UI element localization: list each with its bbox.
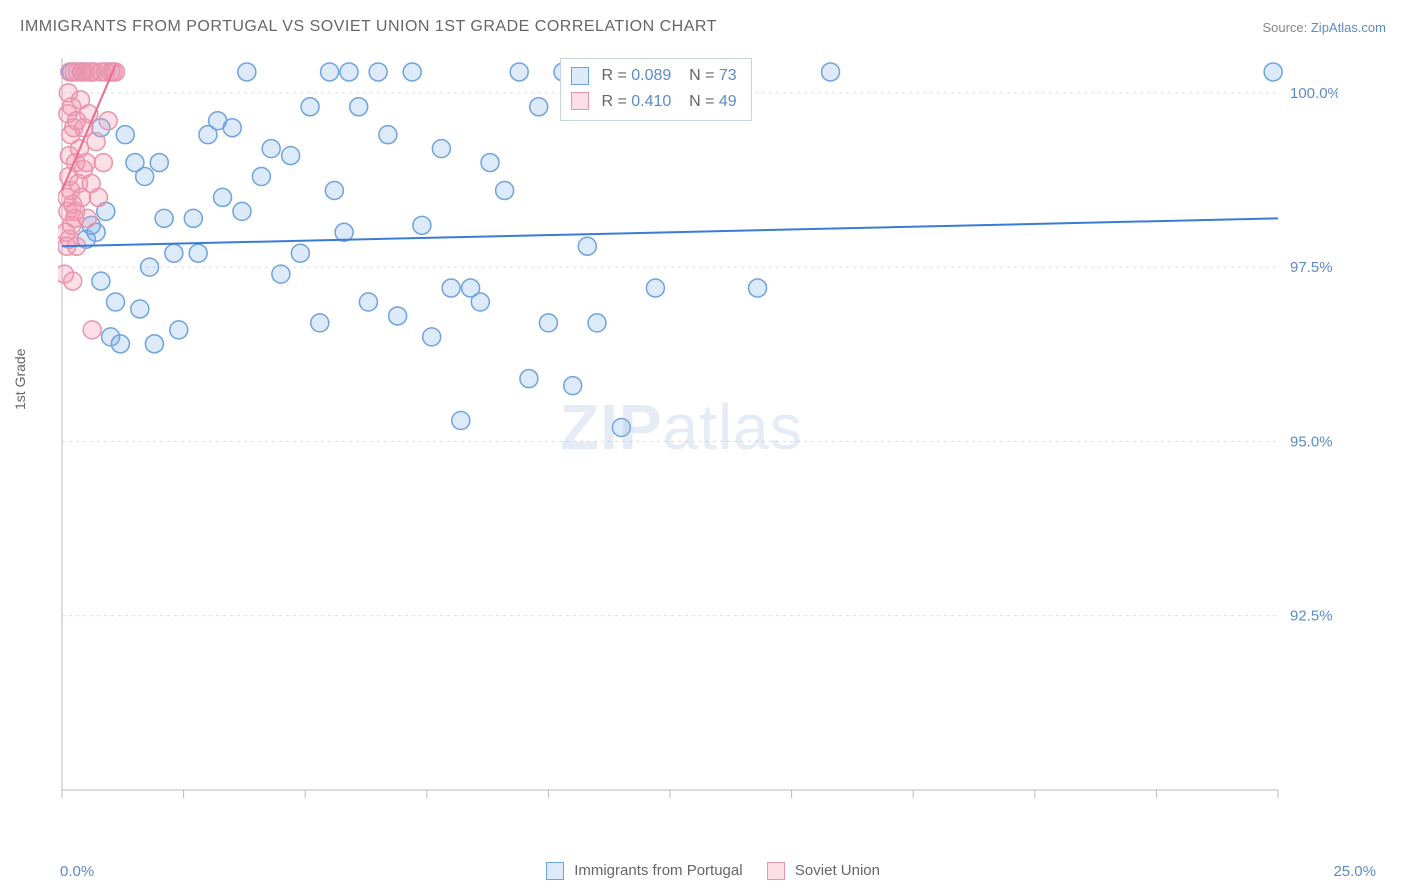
stat-row-2: R = 0.410 N = 49	[571, 89, 737, 115]
scatter-chart: 92.5% 95.0% 97.5% 100.0%	[58, 50, 1338, 830]
r-label: R =	[601, 67, 631, 84]
stat-row-1: R = 0.089 N = 73	[571, 63, 737, 89]
legend-label-2: Soviet Union	[795, 862, 880, 879]
y-axis-label: 1st Grade	[12, 349, 28, 410]
chart-area: 92.5% 95.0% 97.5% 100.0%	[58, 50, 1338, 830]
series1-r-value: 0.089	[631, 67, 671, 84]
legend-swatch-1	[546, 862, 564, 880]
correlation-stats-box: R = 0.089 N = 73 R = 0.410 N = 49	[560, 58, 752, 121]
legend-label-1: Immigrants from Portugal	[574, 862, 742, 879]
legend-swatch-2	[767, 862, 785, 880]
series2-swatch	[571, 92, 589, 110]
source-label: Source: ZipAtlas.com	[1262, 20, 1386, 35]
series1-n-value: 73	[719, 67, 737, 84]
legend: Immigrants from Portugal Soviet Union	[0, 862, 1406, 880]
svg-text:92.5%: 92.5%	[1290, 608, 1333, 625]
series1-swatch	[571, 67, 589, 85]
svg-text:100.0%: 100.0%	[1290, 85, 1338, 102]
series2-r-value: 0.410	[631, 93, 671, 110]
svg-text:95.0%: 95.0%	[1290, 433, 1333, 450]
series2-n-value: 49	[719, 93, 737, 110]
n-label: N =	[689, 67, 719, 84]
source-link[interactable]: ZipAtlas.com	[1311, 20, 1386, 35]
n-label: N =	[689, 93, 719, 110]
source-prefix: Source:	[1262, 20, 1310, 35]
svg-text:97.5%: 97.5%	[1290, 259, 1333, 276]
r-label: R =	[601, 93, 631, 110]
chart-title: IMMIGRANTS FROM PORTUGAL VS SOVIET UNION…	[20, 18, 717, 36]
